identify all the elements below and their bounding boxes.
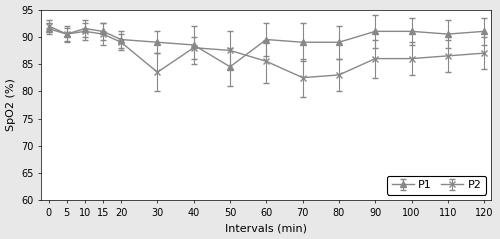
Y-axis label: SpO2 (%): SpO2 (%) xyxy=(6,78,16,131)
X-axis label: Intervals (min): Intervals (min) xyxy=(226,223,308,234)
Legend: P1, P2: P1, P2 xyxy=(387,176,486,195)
